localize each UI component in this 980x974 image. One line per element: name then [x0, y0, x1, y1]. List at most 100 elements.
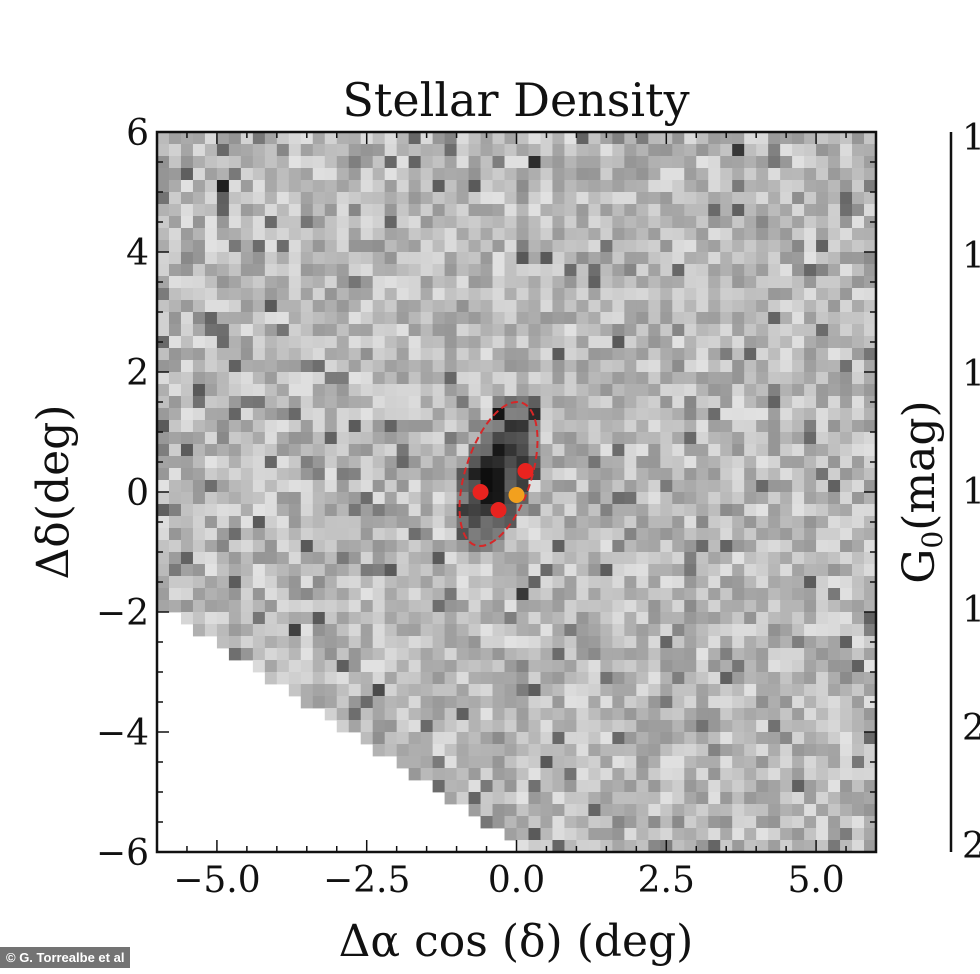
density-cell [756, 372, 769, 385]
density-cell [480, 144, 493, 157]
density-cell [672, 552, 685, 565]
density-cell [216, 372, 230, 385]
density-cell [492, 612, 505, 625]
density-cell [636, 600, 649, 613]
density-cell [480, 624, 493, 637]
density-cell [516, 336, 529, 349]
density-cell [564, 768, 577, 781]
density-cell [756, 636, 769, 649]
density-cell [420, 540, 434, 553]
density-cell [192, 216, 206, 229]
density-cell [192, 180, 206, 193]
density-cell [432, 372, 445, 385]
density-cell [420, 468, 434, 481]
density-cell [312, 276, 326, 289]
density-cell [168, 492, 182, 505]
density-cell [648, 348, 661, 361]
density-cell [336, 408, 350, 421]
density-cell [264, 372, 278, 385]
density-cell [576, 660, 589, 673]
density-cell [576, 204, 589, 217]
density-cell [180, 552, 194, 565]
density-cell [456, 708, 469, 721]
density-cell [564, 552, 577, 565]
density-cell [552, 696, 565, 709]
density-cell [324, 312, 338, 325]
density-cell [480, 756, 493, 769]
density-cell [480, 804, 493, 817]
density-cell [528, 732, 541, 745]
density-cell [576, 288, 589, 301]
density-cell [444, 672, 457, 685]
density-cell [468, 684, 481, 697]
density-cell [264, 324, 278, 337]
density-cell [444, 204, 457, 217]
density-cell [732, 432, 745, 445]
density-cell [396, 408, 410, 421]
density-cell [588, 576, 601, 589]
density-cell [756, 204, 769, 217]
density-cell [168, 552, 182, 565]
density-cell [732, 720, 745, 733]
density-cell [852, 240, 865, 253]
density-cell [552, 720, 565, 733]
density-cell [828, 156, 841, 169]
density-cell [540, 648, 553, 661]
density-cell [240, 456, 254, 469]
density-cell [768, 504, 781, 517]
density-cell [324, 372, 338, 385]
density-cell [756, 672, 769, 685]
density-cell [816, 264, 829, 277]
density-cell [528, 420, 541, 433]
density-cell [456, 300, 469, 313]
density-cell [444, 528, 457, 541]
density-cell [720, 156, 733, 169]
density-cell [804, 816, 817, 829]
density-cell [828, 804, 841, 817]
density-cell [288, 180, 302, 193]
density-cell [588, 468, 601, 481]
density-cell [708, 276, 721, 289]
density-cell [216, 216, 230, 229]
density-cell [276, 600, 290, 613]
density-cell [336, 312, 350, 325]
density-cell [360, 312, 374, 325]
density-cell [444, 396, 457, 409]
density-cell [360, 228, 374, 241]
density-cell [660, 540, 673, 553]
density-cell [300, 468, 314, 481]
density-cell [816, 384, 829, 397]
density-cell [840, 456, 853, 469]
density-cell [216, 624, 230, 637]
density-cell [792, 324, 805, 337]
density-cell [252, 588, 266, 601]
density-cell [636, 132, 649, 145]
density-cell [408, 624, 422, 637]
density-cell [264, 408, 278, 421]
density-cell [420, 396, 434, 409]
density-cell [624, 264, 637, 277]
density-cell [420, 180, 434, 193]
density-cell [348, 504, 362, 517]
density-cell [516, 420, 529, 433]
density-cell [576, 156, 589, 169]
density-cell [252, 648, 266, 661]
density-cell [852, 204, 865, 217]
density-cell [240, 252, 254, 265]
density-cell [864, 384, 877, 397]
density-cell [252, 288, 266, 301]
density-cell [768, 312, 781, 325]
density-cell [828, 252, 841, 265]
density-cell [528, 336, 541, 349]
density-cell [696, 636, 709, 649]
density-cell [528, 528, 541, 541]
density-cell [312, 588, 326, 601]
density-cell [348, 384, 362, 397]
density-cell [624, 132, 637, 145]
density-cell [540, 396, 553, 409]
density-cell [744, 252, 757, 265]
density-cell [300, 612, 314, 625]
density-cell [360, 660, 374, 673]
density-cell [360, 420, 374, 433]
density-cell [168, 504, 182, 517]
